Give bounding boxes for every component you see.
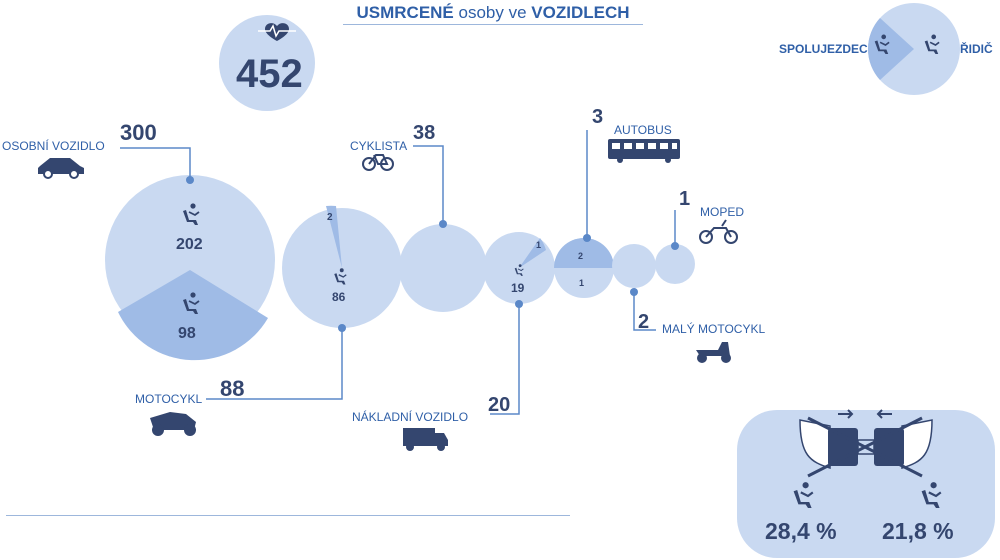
nakladni-vozidlo-bubble (483, 232, 555, 304)
bicycle-icon (362, 154, 394, 171)
motocykl-driver-count: 86 (332, 290, 346, 304)
maly-motocykl-total: 2 (638, 311, 650, 333)
arrow-left-icon (876, 409, 892, 419)
bottom-divider (6, 515, 570, 516)
leader-lines (120, 130, 676, 415)
nakladni-passenger-count: 1 (536, 240, 542, 250)
autobus-driver-count: 2 (578, 251, 584, 261)
motorcycle-icon (150, 412, 196, 436)
legend-passenger-label: SPOLUJEZDEC (779, 42, 868, 56)
scooter-icon (696, 342, 731, 363)
motocykl-bubble (282, 205, 402, 328)
moped-bubble (655, 244, 695, 284)
osobni-label: OSOBNÍ VOZIDLO (2, 139, 105, 153)
nakladni-driver-count: 19 (511, 281, 525, 295)
motocykl-total: 88 (220, 376, 245, 401)
driver-percentage: 28,4 % (765, 518, 837, 544)
passenger-percentage: 21,8 % (882, 518, 954, 544)
total-count: 452 (236, 52, 303, 96)
moped-icon (699, 219, 738, 244)
nakladni-total: 20 (488, 394, 511, 416)
autobus-total: 3 (592, 106, 604, 128)
title-underline (343, 24, 643, 25)
bus-icon (608, 139, 680, 163)
moped-total: 1 (679, 188, 691, 210)
osobni-driver-count: 202 (176, 236, 203, 253)
cyklista-bubble (399, 224, 487, 312)
legend-driver-label: ŘIDIČ (960, 42, 993, 56)
total-circle (219, 15, 315, 111)
page-title: USMRCENÉ osoby ve VOZIDLECH (356, 3, 630, 22)
arrow-right-icon (838, 409, 854, 419)
cyklista-label: CYKLISTA (350, 139, 408, 153)
leader-dots (186, 176, 679, 332)
maly-motocykl-label: MALÝ MOTOCYKL (662, 322, 766, 336)
cyklista-total: 38 (413, 122, 436, 144)
osobni-total: 300 (120, 120, 157, 145)
autobus-passenger-count: 1 (579, 278, 585, 288)
autobus-label: AUTOBUS (614, 123, 672, 137)
heart-icon (265, 23, 289, 41)
autobus-bubble (554, 238, 614, 298)
motocykl-label: MOTOCYKL (135, 392, 203, 406)
moped-label: MOPED (700, 205, 745, 219)
truck-icon (403, 428, 448, 451)
motocykl-passenger-count: 2 (327, 212, 333, 223)
osobni-vozidlo-bubble (105, 175, 275, 361)
driver-passenger-legend (867, 3, 960, 95)
osobni-passenger-count: 98 (178, 325, 196, 342)
heartbeat-line (258, 24, 296, 38)
nakladni-label: NÁKLADNÍ VOZIDLO (352, 410, 469, 424)
car-icon (38, 158, 84, 179)
seatbelt-panel (737, 409, 995, 558)
maly-motocykl-bubble (612, 244, 656, 288)
